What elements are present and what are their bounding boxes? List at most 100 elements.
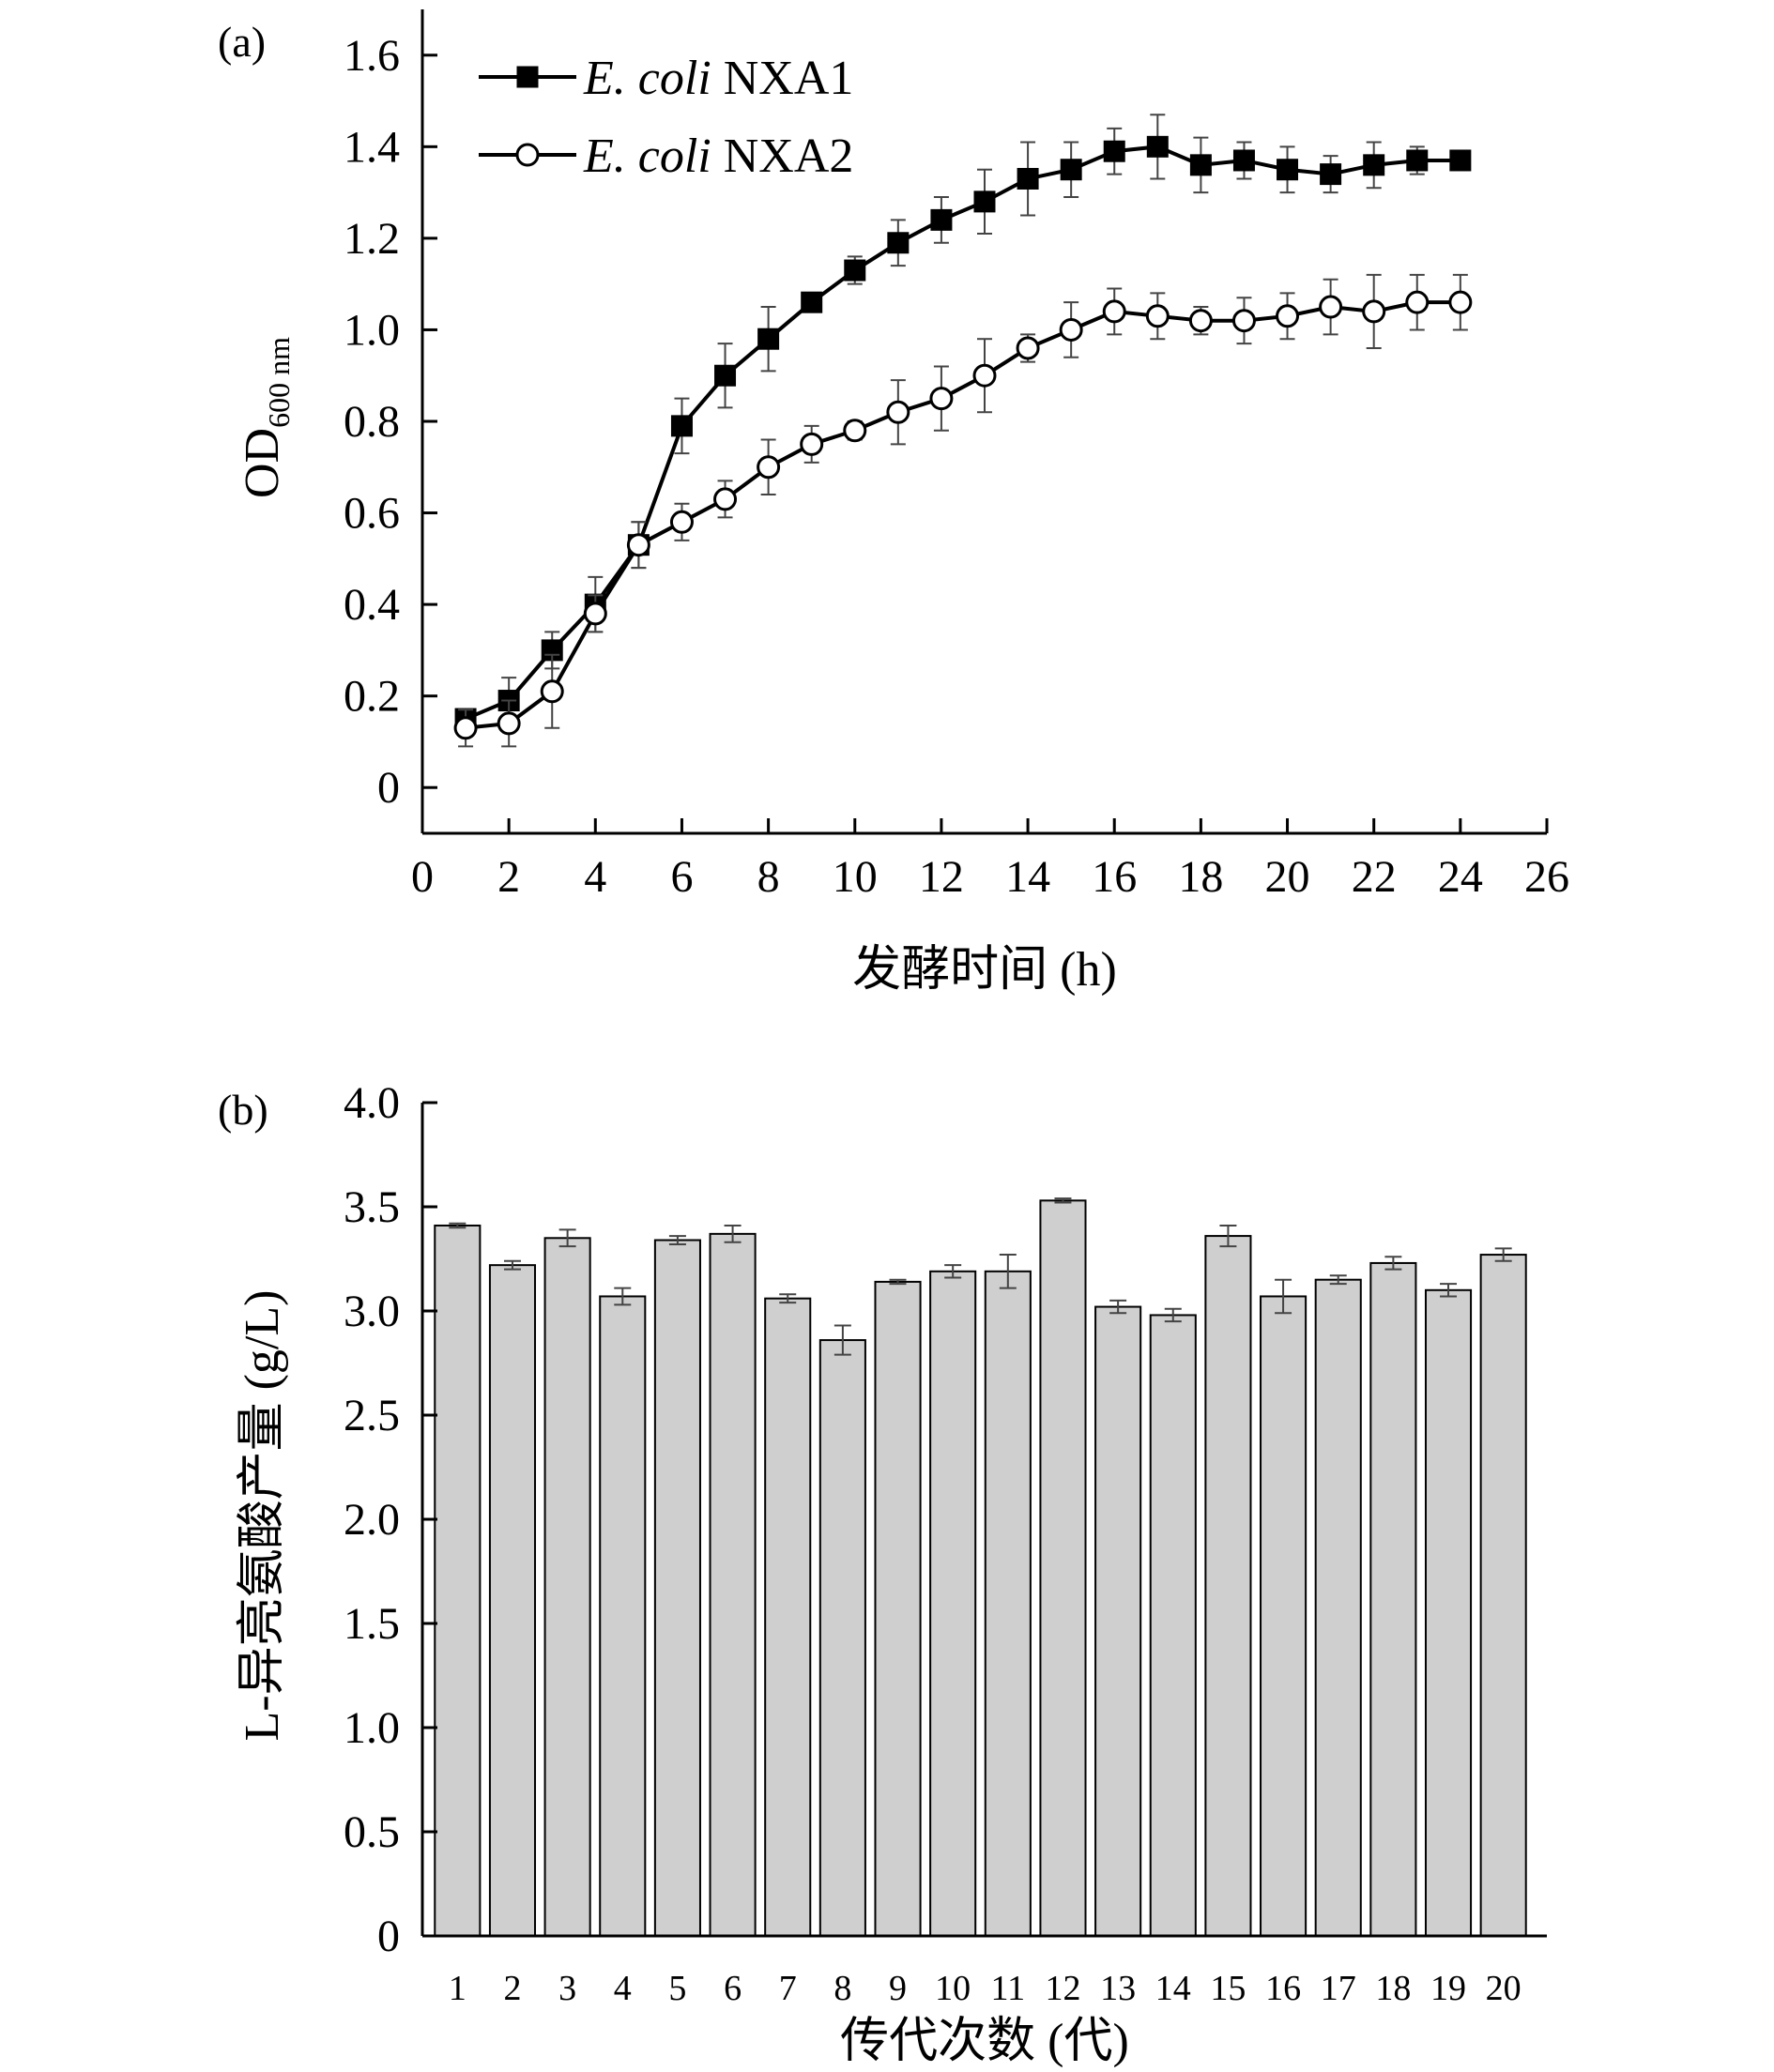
legend-nxa2-rest: NXA2 xyxy=(711,130,854,183)
panel-b-x-tick-label: 17 xyxy=(1321,1969,1356,2008)
panel-b-x-tick-label: 1 xyxy=(449,1969,466,2008)
data-point-nxa2 xyxy=(713,487,738,511)
data-point-nxa1 xyxy=(757,328,780,350)
bar xyxy=(818,1339,866,1937)
panel-a-x-tick-label: 6 xyxy=(670,852,693,902)
data-point-nxa2 xyxy=(1448,290,1473,314)
data-point-nxa2 xyxy=(886,400,910,424)
data-point-nxa1 xyxy=(1017,167,1039,190)
panel-a-y-tick-label: 0.2 xyxy=(344,672,400,722)
panel-b-y-tick-label: 3.5 xyxy=(344,1182,400,1232)
data-point-nxa2 xyxy=(1102,299,1126,324)
data-point-nxa1 xyxy=(670,415,693,437)
bar xyxy=(1039,1199,1087,1937)
panel-a-x-ticks: 0 2 4 6 8 10 12 14 16 18 20 22 24 26 xyxy=(411,818,1569,902)
panel-b-x-tick-label: 2 xyxy=(503,1969,521,2008)
data-point-nxa2 xyxy=(1188,309,1213,333)
panel-a-x-axis-title: 发酵时间 (h) xyxy=(852,943,1117,997)
panel-b-x-tick-label: 19 xyxy=(1430,1969,1466,2008)
panel-a-y-tick-label: 1.0 xyxy=(344,305,400,355)
bar xyxy=(434,1224,482,1937)
panel-a-legend: E. coli NXA1 E. coli NXA2 xyxy=(479,52,853,183)
data-point-nxa2 xyxy=(1231,309,1256,333)
data-point-nxa2 xyxy=(453,716,478,740)
panel-b-x-tick-label: 3 xyxy=(558,1969,576,2008)
panel-a-y-tick-label: 1.4 xyxy=(344,122,400,172)
panel-a-x-tick-label: 4 xyxy=(584,852,606,902)
bar xyxy=(984,1270,1032,1937)
panel-b-y-tick-label: 0.5 xyxy=(344,1807,400,1857)
legend-nxa2-label: E. coli NXA2 xyxy=(583,130,853,183)
panel-b-x-tick-label: 12 xyxy=(1045,1969,1080,2008)
panel-b-x-tick-label: 4 xyxy=(614,1969,632,2008)
panel-b-y-tick-label: 2.5 xyxy=(344,1391,400,1440)
data-point-nxa2 xyxy=(497,711,521,736)
panel-a-x-tick-label: 12 xyxy=(919,852,964,902)
panel-b-label: (b) xyxy=(218,1086,268,1134)
panel-b-y-ticks: 0 0.5 1.0 1.5 2.0 2.5 3.0 3.5 4.0 xyxy=(344,1078,437,1961)
panel-b-x-tick-label: 9 xyxy=(889,1969,907,2008)
panel-a-y-tick-label: 0 xyxy=(377,763,400,813)
legend-nxa1-marker xyxy=(516,66,539,88)
bar xyxy=(764,1297,812,1938)
legend-nxa2-marker xyxy=(515,143,540,167)
panel-a-x-tick-label: 0 xyxy=(411,852,434,902)
panel-a-ylabel-sub: 600 nm xyxy=(262,337,296,428)
data-point-nxa2 xyxy=(1362,299,1386,324)
bar xyxy=(1094,1305,1142,1938)
bar xyxy=(1204,1235,1252,1937)
data-point-nxa2 xyxy=(540,679,564,704)
panel-b-y-tick-label: 1.5 xyxy=(344,1599,400,1649)
panel-a-x-tick-label: 26 xyxy=(1524,852,1569,902)
legend-nxa1-italic: E. coli xyxy=(583,52,711,105)
data-point-nxa2 xyxy=(669,510,694,534)
panel-a-x-tick-label: 2 xyxy=(497,852,520,902)
panel-b-x-tick-label: 16 xyxy=(1265,1969,1301,2008)
panel-a-x-tick-label: 20 xyxy=(1265,852,1310,902)
data-point-nxa1 xyxy=(801,291,823,313)
panel-b-y-tick-label: 4.0 xyxy=(344,1078,400,1128)
data-point-nxa1 xyxy=(1103,140,1125,162)
panel-a-x-tick-label: 14 xyxy=(1005,852,1050,902)
panel-a-ylabel-main: OD xyxy=(236,428,289,498)
data-point-nxa2 xyxy=(1059,317,1083,342)
data-point-nxa2 xyxy=(1319,295,1343,319)
panel-a-y-ticks: 0 0.2 0.4 0.6 0.8 1.0 1.2 1.4 1.6 xyxy=(344,31,437,813)
legend-nxa2-italic: E. coli xyxy=(583,130,711,183)
panel-a-x-tick-label: 24 xyxy=(1438,852,1483,902)
panel-b-x-tick-label: 11 xyxy=(991,1969,1026,2008)
data-point-nxa1 xyxy=(1320,163,1342,186)
data-point-nxa1 xyxy=(1363,154,1385,176)
panel-a-y-tick-label: 0.6 xyxy=(344,489,400,539)
panel-a-y-tick-label: 0.4 xyxy=(344,580,400,630)
bar xyxy=(1369,1261,1417,1937)
data-point-nxa1 xyxy=(1406,149,1429,172)
bar xyxy=(1314,1278,1362,1937)
legend-item-nxa2: E. coli NXA2 xyxy=(479,130,853,183)
data-point-nxa1 xyxy=(1232,149,1255,172)
bar xyxy=(1424,1288,1473,1938)
data-point-nxa1 xyxy=(1449,149,1472,172)
panel-b-x-tick-labels: 1 2 3 4 5 6 7 8 9 10 11 12 13 14 15 16 17 18 19 20 xyxy=(449,1969,1522,2008)
bar xyxy=(543,1237,591,1938)
data-point-nxa1 xyxy=(1060,159,1082,181)
data-point-nxa2 xyxy=(626,533,650,557)
panel-b-x-tick-label: 18 xyxy=(1375,1969,1411,2008)
data-point-nxa2 xyxy=(800,432,824,456)
bar xyxy=(599,1295,647,1937)
panel-a-x-tick-label: 10 xyxy=(833,852,878,902)
data-point-nxa1 xyxy=(973,190,996,213)
data-point-nxa2 xyxy=(929,387,954,411)
bar xyxy=(929,1270,977,1937)
panel-a-label: (a) xyxy=(218,18,266,66)
panel-b-y-tick-label: 1.0 xyxy=(344,1703,400,1753)
data-point-nxa1 xyxy=(714,364,737,387)
bar xyxy=(1260,1295,1308,1937)
panel-a-y-tick-label: 0.8 xyxy=(344,397,400,447)
bar xyxy=(1479,1254,1527,1938)
panel-a-y-tick-label: 1.2 xyxy=(344,214,400,264)
data-point-nxa2 xyxy=(1145,304,1170,328)
panel-b-y-axis-title: L-异亮氨酸产量 (g/L) xyxy=(236,1290,289,1742)
